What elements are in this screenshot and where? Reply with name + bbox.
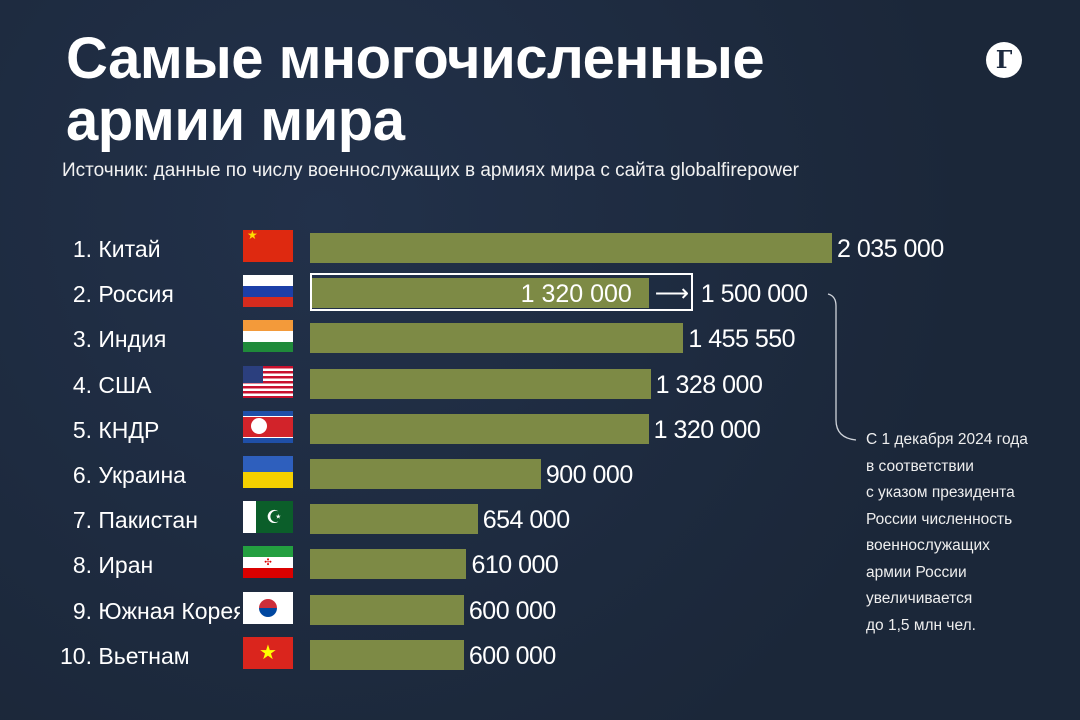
bar [310, 278, 649, 309]
category-label: 6. Украина [0, 462, 240, 489]
rank: 2. [72, 281, 92, 308]
note-line: до 1,5 млн чел. [866, 616, 976, 634]
value-label: 610 000 [471, 551, 559, 580]
country-name: Вьетнам [92, 642, 190, 669]
category-label: 10. Вьетнам [0, 643, 240, 670]
bar [310, 459, 541, 489]
country-name: Индия [92, 326, 167, 353]
category-label: 4. США [0, 372, 240, 399]
target-outline [310, 273, 693, 312]
chart-row: 5. КНДР 1 320 000 [0, 409, 1080, 453]
category-label: 1. Китай [0, 236, 240, 263]
country-name: Россия [92, 281, 174, 308]
chart-row: 8. Иран ✣ 610 000 [0, 544, 1080, 588]
value-label: 1 455 550 [688, 325, 796, 354]
country-name: Южная Корея [92, 597, 240, 624]
rank: 9. [72, 597, 92, 624]
target-value-label: 1 500 000 [700, 280, 808, 309]
rank: 5. [72, 416, 92, 443]
value-label: 900 000 [545, 461, 633, 489]
rank: 4. [72, 371, 92, 398]
country-name: Китай [92, 236, 161, 262]
logo-icon: Г [986, 42, 1022, 78]
rank: 3. [72, 326, 92, 353]
title-line-1: Самые многочисленные [66, 26, 765, 91]
usa-flag-icon [243, 365, 293, 398]
value-label: 2 035 000 [837, 235, 944, 263]
rank: 1. [72, 236, 92, 262]
chart-row: 3. Индия 1 455 550 [0, 318, 1080, 362]
bar [310, 594, 464, 625]
category-label: 3. Индия [0, 326, 240, 353]
note-line: военнослужащих [866, 537, 990, 554]
chart-row: 6. Украина 900 000 [0, 454, 1080, 498]
ukraine-flag-icon [243, 456, 293, 488]
bar [310, 549, 467, 580]
chart-row: 10. Вьетнам ★ 600 000 [0, 635, 1080, 679]
russia-note: С 1 декабря 2024 года в соответствии с у… [866, 427, 1028, 639]
category-label: 9. Южная Корея [0, 598, 240, 625]
south-korea-flag-icon [243, 591, 293, 624]
chart-row: 1. Китай ★ 2 035 000 [0, 228, 1080, 272]
bar [310, 368, 651, 399]
value-label: 600 000 [468, 596, 556, 625]
country-name: Иран [92, 552, 154, 579]
country-name: Украина [92, 462, 186, 488]
category-label: 2. Россия [0, 281, 240, 308]
category-label: 5. КНДР [0, 417, 240, 444]
note-line: с указом президента [866, 484, 1015, 501]
chart-row: 2. Россия 1 320 000 ⟶ 1 500 000 [0, 273, 1080, 317]
value-label: 1 328 000 [655, 370, 763, 399]
bar [310, 233, 832, 263]
bar [310, 504, 478, 535]
category-label: 7. Пакистан [0, 507, 240, 534]
title-line-2: армии мира [66, 88, 405, 153]
bar [310, 413, 649, 444]
category-label: 8. Иран [0, 552, 240, 579]
pakistan-flag-icon: ☪ [243, 501, 293, 534]
russia-flag-icon [243, 275, 293, 308]
rank: 6. [72, 462, 92, 488]
note-line: армии России [866, 563, 967, 581]
chart-row: 4. США 1 328 000 [0, 364, 1080, 408]
india-flag-icon [243, 320, 293, 353]
rank: 10. [60, 642, 92, 669]
arrow-icon: ⟶ [654, 280, 689, 308]
note-line: увеличивается [866, 590, 973, 607]
vietnam-flag-icon: ★ [243, 636, 293, 669]
rank: 7. [72, 507, 92, 534]
subtitle: Источник: данные по числу военнослужащих… [62, 160, 799, 181]
note-line: в соответствии [866, 457, 974, 475]
note-line: России численность [866, 510, 1013, 528]
chart-row: 9. Южная Корея 600 000 [0, 590, 1080, 634]
china-flag-icon: ★ [243, 230, 293, 262]
bar [310, 323, 684, 354]
current-value-label: 1 320 000 [520, 280, 632, 309]
iran-flag-icon: ✣ [243, 546, 293, 579]
value-label: 654 000 [482, 506, 570, 535]
value-label: 1 320 000 [653, 415, 761, 444]
page-title: Самые многочисленные армии мира [66, 26, 765, 153]
chart-row: 7. Пакистан ☪ 654 000 [0, 499, 1080, 543]
country-name: США [92, 371, 152, 398]
country-name: Пакистан [92, 507, 198, 534]
bar [310, 639, 464, 670]
rank: 8. [72, 552, 92, 579]
value-label: 600 000 [468, 641, 556, 670]
country-name: КНДР [92, 416, 160, 443]
north-korea-flag-icon [243, 410, 293, 443]
note-line: С 1 декабря 2024 года [866, 431, 1028, 448]
